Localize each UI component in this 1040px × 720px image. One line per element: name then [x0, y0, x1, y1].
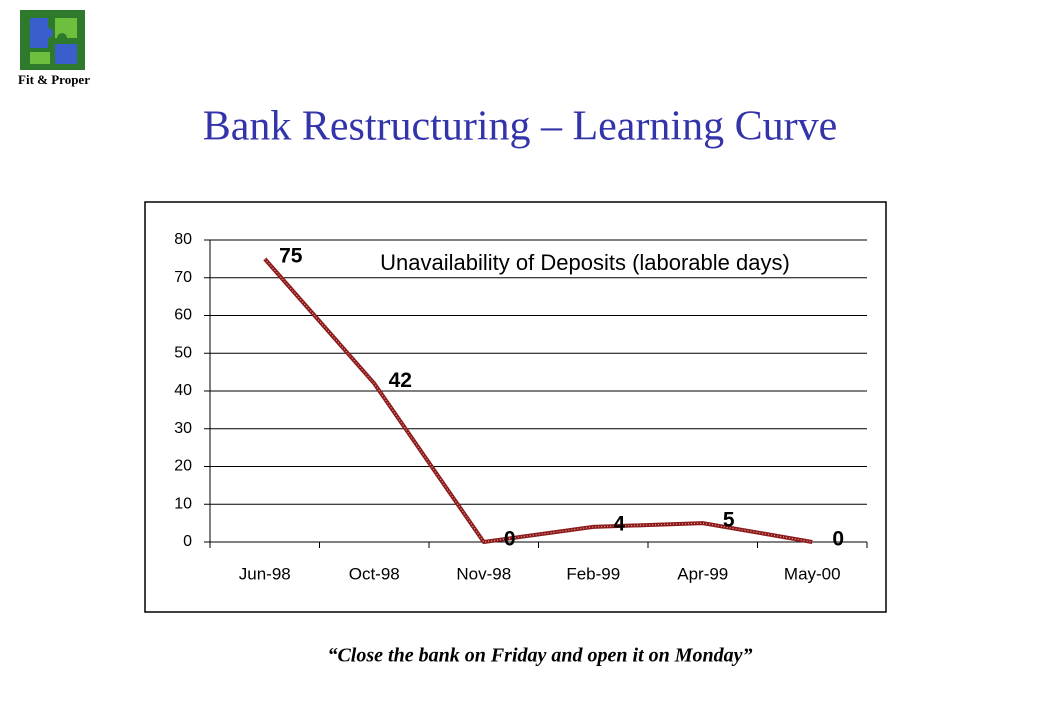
data-label: 5	[723, 509, 735, 532]
data-label: 0	[504, 528, 516, 551]
y-tick-label: 0	[183, 533, 192, 550]
x-tick-label: Nov-98	[456, 564, 511, 583]
x-tick-label: Jun-98	[239, 564, 291, 583]
data-line-hatch	[264, 258, 813, 543]
slide-title: Bank Restructuring – Learning Curve	[203, 104, 838, 150]
chart-title: Unavailability of Deposits (laborable da…	[380, 250, 790, 275]
data-label: 0	[832, 528, 844, 551]
y-tick-label: 10	[174, 495, 192, 512]
y-tick-label: 80	[174, 231, 192, 248]
y-tick-label: 20	[174, 458, 192, 475]
logo-icon	[20, 10, 85, 70]
x-tick-label: Feb-99	[566, 564, 620, 583]
y-tick-label: 60	[174, 307, 192, 324]
data-label: 4	[613, 512, 625, 535]
data-label: 42	[389, 369, 412, 392]
x-tick-label: Oct-98	[349, 564, 400, 583]
y-tick-label: 70	[174, 269, 192, 286]
logo-label: Fit & Proper	[18, 72, 90, 87]
x-tick-label: Apr-99	[677, 564, 728, 583]
y-tick-label: 30	[174, 420, 192, 437]
data-label: 75	[279, 244, 303, 267]
caption: “Close the bank on Friday and open it on…	[327, 645, 752, 667]
x-tick-label: May-00	[784, 564, 841, 583]
y-tick-label: 40	[174, 382, 192, 399]
chart-frame	[144, 201, 887, 613]
y-tick-label: 50	[174, 344, 192, 361]
